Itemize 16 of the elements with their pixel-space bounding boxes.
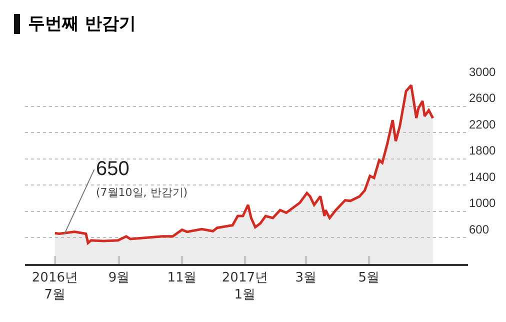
y-tick-label: 3000 bbox=[469, 64, 496, 79]
x-tick-label: 9월 bbox=[108, 270, 130, 286]
y-tick-label: 1000 bbox=[469, 196, 496, 210]
annotation: (7월10일, 반감기) bbox=[96, 186, 188, 199]
chart-title: 두번째 반감기 bbox=[14, 14, 136, 34]
x-tick-label: 2017년 1월 bbox=[222, 270, 268, 302]
y-tick-label: 2200 bbox=[469, 117, 496, 132]
y-tick-label: 1400 bbox=[469, 170, 496, 184]
y-tick-label: 1800 bbox=[469, 144, 496, 158]
x-tick-label: 3월 bbox=[295, 270, 317, 286]
y-tick-label: 2600 bbox=[469, 91, 496, 106]
x-tick-label: 11월 bbox=[167, 270, 197, 286]
x-tick-label: 2016년 7월 bbox=[32, 270, 78, 302]
annotation: 650 bbox=[96, 158, 130, 180]
x-tick-label: 5월 bbox=[358, 270, 380, 286]
y-tick-label: 600 bbox=[469, 222, 490, 237]
